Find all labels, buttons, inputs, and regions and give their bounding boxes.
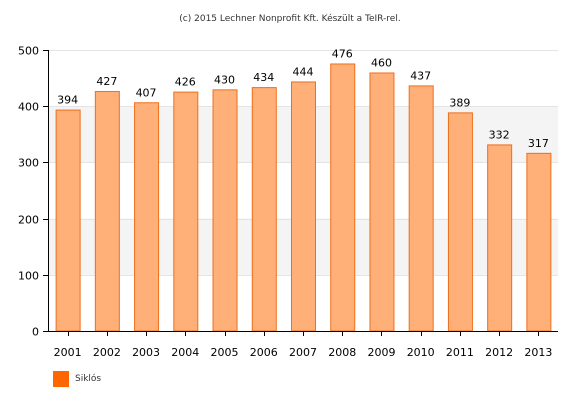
bar (369, 72, 395, 332)
legend-swatch (53, 371, 69, 387)
x-tick-label: 2011 (446, 346, 474, 359)
data-label: 444 (293, 65, 314, 78)
x-tick-label: 2007 (289, 346, 317, 359)
data-label: 430 (214, 73, 235, 86)
bar (134, 102, 160, 332)
data-label: 394 (57, 94, 78, 107)
x-tick-label: 2003 (132, 346, 160, 359)
x-tick-label: 2010 (407, 346, 435, 359)
y-tick-label: 500 (18, 45, 39, 58)
legend-label: Siklós (75, 374, 102, 384)
bar (94, 91, 120, 332)
bar (330, 63, 356, 332)
data-label: 460 (371, 56, 392, 69)
x-tick-label: 2009 (367, 346, 395, 359)
x-tick-label: 2002 (93, 346, 121, 359)
x-tick-label: 2004 (171, 346, 199, 359)
data-label: 476 (332, 47, 353, 60)
data-label: 427 (96, 75, 117, 88)
bar (55, 109, 81, 332)
data-label: 426 (175, 76, 196, 89)
bar (173, 91, 199, 332)
bar (526, 152, 552, 332)
bar (251, 87, 277, 332)
legend[interactable]: Siklós (53, 371, 101, 387)
x-tick-label: 2012 (485, 346, 513, 359)
y-tick-label: 200 (18, 214, 39, 227)
y-tick-label: 400 (18, 101, 39, 114)
chart-caption: (c) 2015 Lechner Nonprofit Kft. Készült … (179, 14, 401, 24)
bar (291, 81, 316, 332)
data-label: 437 (410, 69, 431, 82)
y-tick-label: 0 (32, 326, 39, 339)
bar (447, 112, 473, 332)
bar (487, 144, 513, 332)
data-label: 389 (449, 96, 470, 109)
y-tick-label: 300 (18, 157, 39, 170)
x-tick-label: 2001 (54, 346, 82, 359)
x-tick-label: 2013 (524, 346, 552, 359)
y-tick-label: 100 (18, 270, 39, 283)
bar (212, 89, 238, 332)
data-label: 434 (253, 71, 274, 84)
x-tick-label: 2005 (211, 346, 239, 359)
x-tick-label: 2006 (250, 346, 278, 359)
data-label: 332 (489, 128, 510, 141)
data-label: 407 (136, 86, 157, 99)
x-tick-label: 2008 (328, 346, 356, 359)
data-label: 317 (528, 137, 549, 150)
bar (408, 85, 434, 332)
